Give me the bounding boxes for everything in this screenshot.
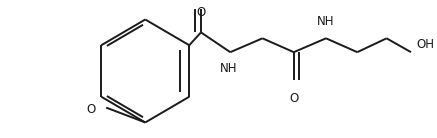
Text: NH: NH (219, 62, 237, 75)
Text: O: O (196, 6, 205, 19)
Text: O: O (86, 103, 95, 116)
Text: O: O (289, 92, 298, 105)
Text: NH: NH (317, 15, 335, 28)
Text: OH: OH (416, 38, 434, 51)
